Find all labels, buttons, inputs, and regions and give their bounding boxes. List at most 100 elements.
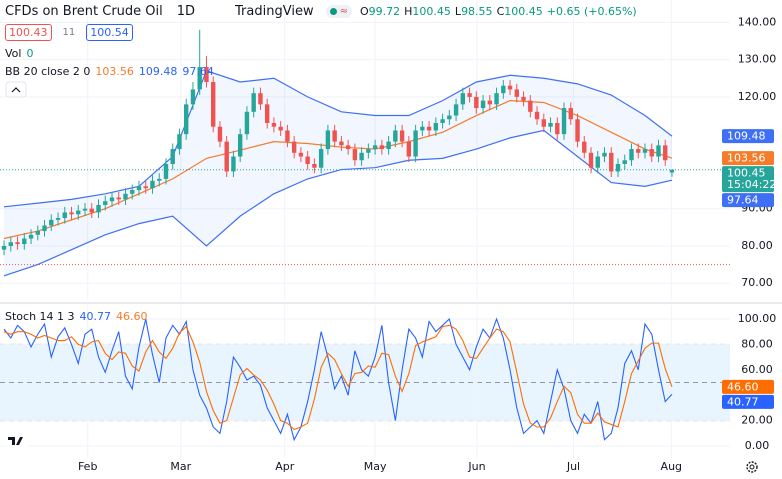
candle-body (28, 234, 34, 239)
candle-body (62, 212, 67, 219)
candle-body (568, 108, 573, 120)
candle-body (669, 169, 675, 173)
candle-body (642, 149, 648, 153)
quote-row: 100.43 11 100.54 (5, 24, 133, 41)
collapse-button[interactable] (5, 81, 27, 98)
candle-body (177, 134, 182, 150)
x-tick-label: Mar (170, 460, 191, 473)
candle-body (622, 160, 627, 164)
candle-body (82, 208, 88, 211)
price-badge-label: 103.56 (727, 152, 766, 165)
header: CFDs on Brent Crude Oil 1D TradingView ≈… (5, 4, 637, 19)
candle-body (1, 245, 7, 250)
candle-body (103, 201, 108, 205)
candle-body (298, 152, 304, 157)
candle-body (487, 100, 493, 105)
candle-body (379, 145, 385, 150)
bid[interactable]: 100.43 (5, 24, 52, 41)
bb-basis-value: 103.56 (95, 65, 134, 78)
x-tick-label: Apr (275, 460, 295, 473)
candle-body (656, 145, 661, 157)
price-badge-label: 109.48 (727, 130, 766, 143)
candle-body (521, 96, 526, 101)
y-tick-label: 80.00 (741, 239, 773, 252)
candle-body (264, 104, 270, 123)
candle-body (217, 126, 223, 142)
source: TradingView (235, 4, 314, 19)
stoch-label: Stoch 14 1 3 (5, 310, 75, 323)
candle-body (413, 130, 418, 157)
ask[interactable]: 100.54 (86, 24, 133, 41)
candle-body (157, 178, 162, 181)
volume-value: 0 (26, 47, 34, 60)
ohlc-change: +0.65 (+0.65%) (546, 5, 637, 18)
candle-body (575, 119, 580, 142)
collapse-icon (11, 87, 21, 93)
price-badge (722, 193, 774, 208)
candle-body (204, 67, 209, 82)
candle-body (420, 126, 425, 131)
candle-body (150, 180, 155, 189)
price-badge (722, 394, 774, 409)
tv-logo (6, 432, 28, 448)
candle-body (210, 81, 216, 127)
candle-body (663, 145, 668, 161)
ohlc-legend: O99.72 H100.45 L98.55 C100.45 +0.65 (+0.65%) (360, 5, 637, 18)
candle-body (184, 104, 189, 135)
candle-body (474, 96, 479, 109)
countdown: 15:04:22 (727, 178, 776, 191)
candle-body (224, 141, 229, 172)
candle-body (372, 145, 378, 150)
y-tick-label: 20.00 (741, 414, 773, 427)
candle-body (291, 141, 297, 153)
price-badge-label: 97.64 (727, 194, 759, 207)
candle-body (258, 93, 263, 105)
bb-upper-value: 109.48 (138, 65, 178, 78)
stoch-line (3, 317, 673, 442)
candle-body (649, 149, 654, 157)
candle-body (609, 152, 614, 172)
candle-body (514, 89, 520, 97)
stoch-k-value: 40.77 (79, 310, 112, 323)
price-badge (722, 151, 774, 166)
candle-body (588, 152, 594, 168)
candle-body (629, 149, 634, 161)
bb-lower-value: 97.64 (182, 65, 214, 78)
candle-body (325, 130, 331, 150)
candle-body (69, 212, 74, 215)
candle-body (528, 100, 533, 112)
ohlc-item: O99.72 (360, 5, 400, 18)
y-tick-label: 70.00 (741, 276, 773, 289)
candle-body (130, 190, 135, 194)
market-status[interactable]: ≈ (325, 5, 352, 18)
candle-body (345, 145, 351, 150)
candle-body (116, 197, 121, 200)
candle-body (501, 85, 506, 94)
candle-body (548, 122, 553, 127)
candle-body (561, 108, 567, 135)
spread: 11 (62, 27, 76, 38)
y-tick-label: 140.00 (738, 15, 777, 28)
y-tick-label: 130.00 (738, 53, 777, 66)
x-tick-label: Feb (78, 460, 97, 473)
price-badge (722, 379, 774, 394)
ohlc-item: H100.45 (404, 5, 451, 18)
settings-icon[interactable] (746, 461, 758, 473)
price-badge-label: 100.45 (727, 167, 766, 180)
candle-body (507, 85, 513, 90)
ohlc-key: C (496, 5, 505, 18)
candle-body (278, 126, 283, 131)
volume-label: Vol (5, 47, 22, 60)
price-badge-label: 40.77 (727, 395, 759, 408)
candle-body (55, 218, 61, 220)
candle-body (143, 186, 148, 189)
candle-body (366, 149, 371, 153)
candle-body (393, 130, 398, 142)
candle-body (22, 238, 27, 245)
candle-body (440, 119, 445, 123)
candle-body (109, 197, 115, 202)
x-tick-label: Jul (566, 460, 580, 473)
candle-body (460, 93, 466, 105)
candle-body (35, 231, 40, 235)
